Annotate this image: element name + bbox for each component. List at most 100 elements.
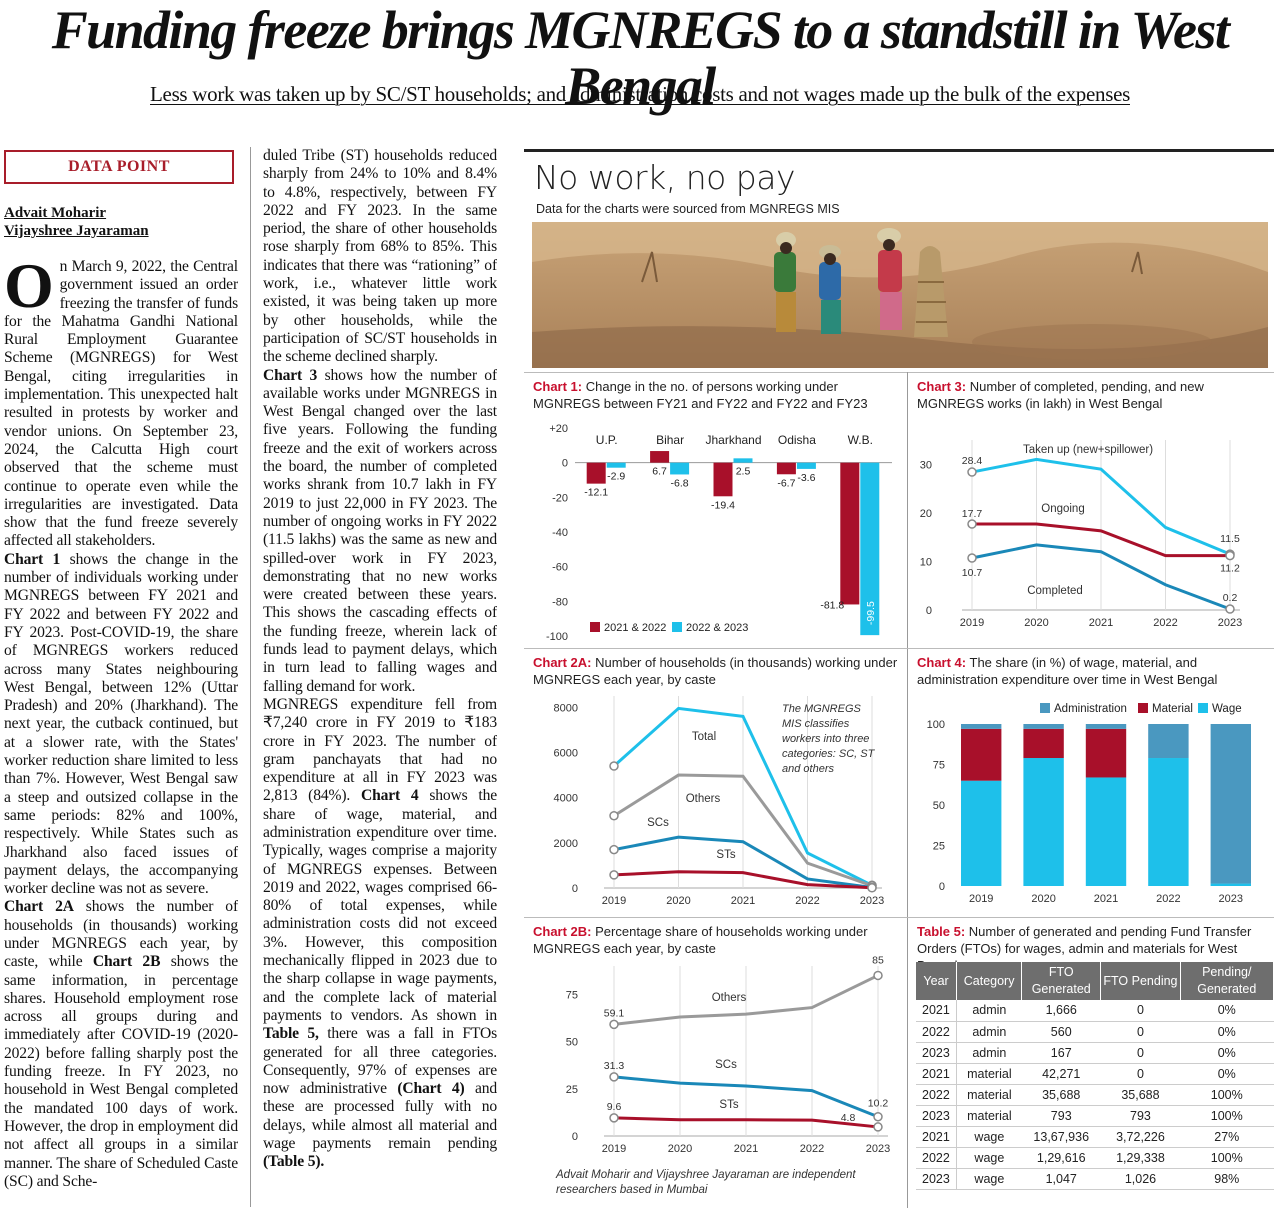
chart-ref: Table 5, [263,1025,319,1042]
chart2a-ytick: 6000 [554,747,578,759]
table-cell: material [957,1084,1022,1105]
chart2b-data-label: 9.6 [607,1101,622,1113]
chart1-data-label: -2.9 [607,471,625,483]
chart1-bar [607,463,626,468]
chart2a-endpoint [610,812,618,820]
table-cell: 0% [1180,1000,1273,1021]
chart2a-xtick: 2021 [731,895,755,907]
chart2b-xtick: 2021 [734,1143,758,1155]
author-name[interactable]: Advait Moharir [4,204,234,222]
table-cell: 2022 [916,1021,957,1042]
chart2a-ytick: 4000 [554,793,578,805]
author-name[interactable]: Vijayshree Jayaraman [4,222,234,240]
table-row: 2023 material 793 793 100% [916,1105,1274,1126]
chart2a-series-label: Total [692,731,716,743]
chart2b-data-label: 31.3 [604,1060,625,1072]
chart2a-annotation: workers into three [782,733,869,745]
chart1-bar [797,463,816,469]
chart-ref: Chart 3 [263,367,317,384]
column-divider [250,147,251,1207]
chart-ref: (Chart 4) [397,1080,464,1097]
chart1-ytick: -80 [552,596,568,608]
chart3-series-label: Ongoing [1041,503,1084,515]
chart4-bar-segment [1148,724,1188,758]
chart3-endpoint [1226,605,1234,613]
article-paragraph: duled Tribe (ST) households reduced shar… [263,147,497,365]
chart3-data-label: 17.7 [962,508,983,520]
chart3-data-label: 28.4 [962,455,983,467]
chart2b-svg: 02550752019 2020 2021 2022 2023OthersSCsSTs5… [530,956,902,1162]
table-cell: admin [957,1000,1022,1021]
chart2a-xtick: 2023 [860,895,884,907]
chart2b-xtick: 2020 [668,1143,692,1155]
chart2a-ytick: 8000 [554,702,578,714]
table-cell: 793 [1101,1105,1180,1126]
chart2a-xtick: 2022 [795,895,819,907]
chart1-ytick: -60 [552,562,568,574]
table-row: 2023 admin 167 0 0% [916,1042,1274,1063]
chart3-data-label: 11.2 [1220,563,1240,575]
chart2b-endpoint [610,1020,618,1028]
chart2b-xtick: 2019 [602,1143,626,1155]
chart2a-endpoint [610,846,618,854]
table-cell: 0 [1101,1063,1180,1084]
chart2b-data-label: 59.1 [604,1007,625,1019]
table-cell: 1,666 [1022,1000,1101,1021]
subheadline-text: Less work was taken up by SC/ST househol… [150,82,1130,106]
chart4-bar-segment [961,729,1001,781]
chart3-xtick: 2021 [1089,617,1113,629]
chart4-bar-segment [1086,724,1126,729]
table-cell: 1,29,338 [1101,1147,1180,1168]
table-cell: 2021 [916,1000,957,1021]
table-cell: 0% [1180,1042,1273,1063]
drop-cap: O [4,262,54,310]
chart4-legend-label: Material [1152,703,1193,715]
table-cell: 2022 [916,1084,957,1105]
table-header-cell: Year [916,962,957,1000]
chart3-svg: 01020302019 2020 2021 2022 2023Taken up (new… [912,432,1274,642]
table-cell: 2023 [916,1042,957,1063]
chart1-title: Chart 1: Change in the no. of persons wo… [533,378,903,412]
table-cell: 2023 [916,1168,957,1189]
chart-ref: (Table 5). [263,1153,324,1170]
chart2b-series-label: STs [719,1099,738,1111]
chart1-legend-label: 2022 & 2023 [686,622,748,634]
table-cell: 2021 [916,1063,957,1084]
table-cell: 42,271 [1022,1063,1101,1084]
chart4-xtick: 2023 [1219,893,1243,905]
chart2b-data-label: 4.8 [841,1112,856,1124]
chart1-bar [777,463,796,475]
chart2a-xtick: 2020 [666,895,690,907]
chart4-xtick: 2020 [1031,893,1055,905]
chart4-ytick: 50 [933,800,945,812]
chart2b-xtick: 2023 [866,1143,890,1155]
chart2b-endpoint [874,1113,882,1121]
chart3-xtick: 2020 [1024,617,1048,629]
chart1-category-label: Bihar [656,433,684,447]
infographic-column-divider [907,372,908,1208]
chart1-legend-swatch [590,622,600,632]
chart4-bar-segment [1023,724,1063,729]
chart2b-ytick: 50 [566,1037,578,1049]
infographic-title: No work, no pay [534,158,795,197]
table-row: 2021 wage 13,67,936 3,72,226 27% [916,1126,1274,1147]
chart1-bar [734,458,753,462]
chart1-ytick: -100 [546,631,568,643]
chart3-xtick: 2023 [1218,617,1242,629]
table-cell: 1,29,616 [1022,1147,1101,1168]
table-cell: 35,688 [1022,1084,1101,1105]
chart4-bar-segment [1211,724,1251,884]
chart3-series-label: Taken up (new+spillower) [1023,444,1153,456]
table-cell: wage [957,1168,1022,1189]
table-cell: 560 [1022,1021,1101,1042]
chart2b-ytick: 0 [572,1131,578,1143]
table-cell: 1,047 [1022,1168,1101,1189]
table-row: 2021 material 42,271 0 0% [916,1063,1274,1084]
chart2a-ytick: 0 [572,883,578,895]
chart3-ytick: 0 [926,605,932,617]
table-header-cell: FTO Generated [1022,962,1101,1000]
chart4-title: Chart 4: The share (in %) of wage, mater… [917,654,1272,688]
chart3-endpoint [1226,552,1234,560]
chart3-endpoint [968,554,976,562]
chart2a-annotation: categories: SC, ST [782,748,876,760]
